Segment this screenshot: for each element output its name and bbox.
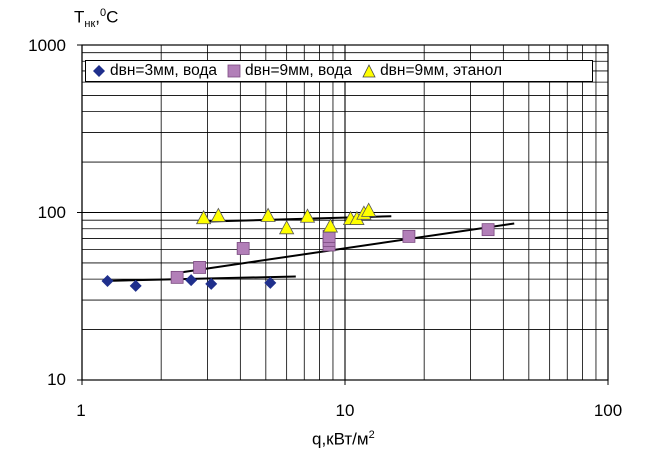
diamond-marker-icon — [93, 65, 105, 77]
data-point-square — [481, 223, 495, 237]
legend-label: dвн=9мм, вода — [245, 62, 353, 79]
data-point-triangle — [210, 207, 227, 222]
y-tick-label: 1000 — [28, 36, 66, 55]
data-points — [101, 202, 495, 292]
data-point-square — [236, 242, 250, 255]
legend-label: dвн=9мм, этанол — [380, 62, 503, 79]
data-point-triangle — [360, 202, 377, 217]
legend-item: dвн=9мм, этанол — [362, 62, 502, 80]
x-tick-label: 10 — [335, 401, 355, 420]
grid-lines — [77, 44, 609, 385]
legend-label: dвн=3мм, вода — [110, 62, 218, 79]
x-tick-label: 100 — [593, 401, 623, 420]
data-point-diamond — [185, 274, 198, 287]
data-point-diamond — [205, 277, 218, 290]
data-point-square — [193, 261, 207, 274]
legend-item: dвн=9мм, вода — [227, 62, 352, 80]
legend-item: dвн=3мм, вода — [92, 62, 217, 80]
x-axis-title: q,кВт/м2 — [312, 429, 375, 449]
y-tick-label: 100 — [37, 203, 66, 222]
square-marker-icon — [227, 64, 241, 78]
x-tick-label: 1 — [76, 401, 86, 420]
trend-line — [102, 275, 296, 282]
y-axis-title: Tнк,0C — [74, 7, 119, 31]
data-point-diamond — [264, 276, 277, 289]
data-point-square — [170, 270, 184, 284]
data-point-triangle — [299, 208, 316, 223]
data-point-diamond — [129, 279, 142, 292]
data-point-triangle — [260, 207, 276, 222]
legend: dвн=3мм, вода dвн=9мм, вода dвн=9мм, эта… — [85, 60, 593, 82]
trend-line — [181, 222, 515, 274]
data-point-triangle — [322, 218, 339, 233]
data-point-triangle — [278, 219, 295, 235]
triangle-marker-icon — [362, 64, 376, 78]
data-point-diamond — [101, 274, 114, 287]
data-point-square — [402, 229, 416, 243]
trend-lines — [102, 215, 515, 282]
y-tick-label: 10 — [47, 370, 66, 389]
plot-area-frame — [81, 44, 609, 381]
data-point-triangle — [195, 209, 212, 225]
